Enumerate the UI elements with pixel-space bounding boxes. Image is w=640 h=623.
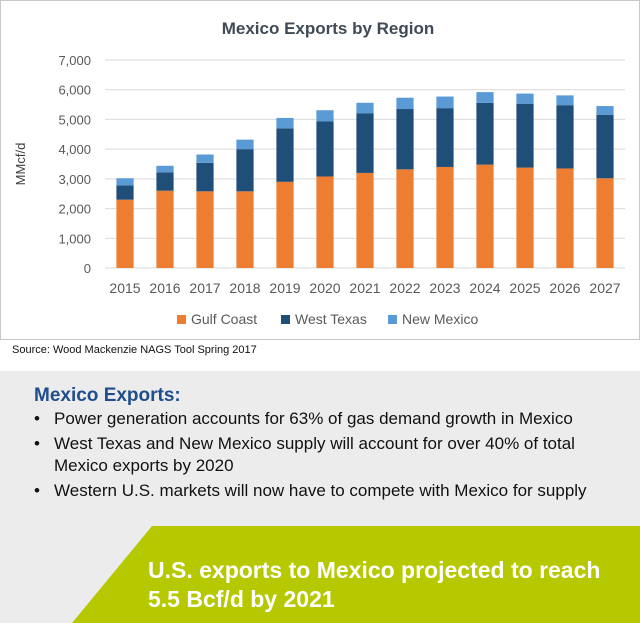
y-tick-label: 1,000 bbox=[58, 231, 91, 246]
bar-segment bbox=[436, 166, 454, 268]
y-tick-label: 0 bbox=[84, 261, 91, 276]
bar-segment bbox=[516, 93, 534, 104]
x-tick-label: 2025 bbox=[509, 280, 540, 296]
bullet-icon: • bbox=[34, 434, 40, 453]
info-title: Mexico Exports: bbox=[34, 385, 181, 406]
bar-segment bbox=[276, 128, 294, 182]
x-tick-label: 2018 bbox=[229, 280, 260, 296]
bar-segment bbox=[476, 92, 494, 103]
x-tick-label: 2020 bbox=[309, 280, 340, 296]
chart-panel: Mexico Exports by Region 0 1,000 2,000 3,000… bbox=[0, 0, 640, 340]
bar-segment bbox=[276, 117, 294, 129]
bar-segment bbox=[436, 96, 454, 109]
bar-segment bbox=[156, 190, 174, 268]
bar-segment bbox=[396, 169, 414, 268]
bullet-item: • West Texas and New Mexico supply will a… bbox=[0, 433, 640, 477]
bar-segment bbox=[516, 103, 534, 168]
bullet-text: Western U.S. markets will now have to co… bbox=[54, 481, 587, 500]
bar-segment bbox=[196, 154, 214, 163]
bar-segment bbox=[436, 108, 454, 167]
x-tick-label: 2021 bbox=[349, 280, 380, 296]
bar-segment bbox=[156, 172, 174, 191]
stacked-bar-chart: Mexico Exports by Region 0 1,000 2,000 3,000… bbox=[13, 19, 625, 327]
bar-segment bbox=[556, 95, 574, 106]
bar-segment bbox=[356, 102, 374, 114]
legend-label: New Mexico bbox=[402, 311, 478, 327]
bar-segment bbox=[596, 178, 614, 268]
legend-swatch bbox=[281, 315, 290, 324]
bar-segment bbox=[316, 176, 334, 268]
bar-segment bbox=[596, 114, 614, 179]
bar-segment bbox=[396, 97, 414, 110]
bullet-text: Power generation accounts for 63% of gas… bbox=[54, 409, 573, 428]
bar-segment bbox=[476, 164, 494, 268]
bar-segment bbox=[116, 178, 134, 186]
x-tick-label: 2026 bbox=[549, 280, 580, 296]
bar-segment bbox=[596, 106, 614, 115]
y-tick-label: 7,000 bbox=[58, 53, 91, 68]
y-tick-label: 2,000 bbox=[58, 202, 91, 217]
bar-segment bbox=[236, 191, 254, 268]
x-tick-label: 2022 bbox=[389, 280, 420, 296]
bar-segment bbox=[196, 191, 214, 268]
x-tick-label: 2019 bbox=[269, 280, 300, 296]
bar-segment bbox=[356, 172, 374, 268]
chart-source: Source: Wood Mackenzie NAGS Tool Spring … bbox=[12, 344, 257, 356]
bar-segment bbox=[236, 139, 254, 150]
y-tick-label: 4,000 bbox=[58, 142, 91, 157]
bar-segment bbox=[476, 102, 494, 165]
x-tick-label: 2015 bbox=[109, 280, 140, 296]
bullet-item: • Power generation accounts for 63% of ga… bbox=[0, 408, 640, 430]
bullet-list: • Power generation accounts for 63% of ga… bbox=[0, 408, 640, 505]
bar-segment bbox=[396, 109, 414, 170]
y-tick-label: 5,000 bbox=[58, 112, 91, 127]
x-tick-label: 2017 bbox=[189, 280, 220, 296]
bar-segment bbox=[356, 113, 374, 173]
x-tick-label: 2027 bbox=[589, 280, 620, 296]
banner-text: U.S. exports to Mexico projected to reac… bbox=[148, 557, 601, 612]
bullet-icon: • bbox=[34, 481, 40, 500]
bullet-icon: • bbox=[34, 409, 40, 428]
bar-segment bbox=[236, 149, 254, 192]
banner-shape bbox=[72, 526, 640, 623]
bar-segment bbox=[196, 162, 214, 192]
bullet-item: • Western U.S. markets will now have to c… bbox=[0, 480, 640, 502]
bar-segment bbox=[556, 168, 574, 268]
y-tick-label: 6,000 bbox=[58, 83, 91, 98]
legend-swatch bbox=[177, 315, 186, 324]
x-tick-label: 2024 bbox=[469, 280, 500, 296]
legend-label: Gulf Coast bbox=[191, 311, 257, 327]
bar-segment bbox=[276, 181, 294, 268]
y-tick-label: 3,000 bbox=[58, 172, 91, 187]
bar-segment bbox=[156, 165, 174, 173]
x-tick-label: 2016 bbox=[149, 280, 180, 296]
bar-segment bbox=[316, 121, 334, 177]
bar-segment bbox=[116, 185, 134, 200]
bar-segment bbox=[316, 110, 334, 122]
banner-background bbox=[72, 526, 640, 623]
y-axis-label: MMcf/d bbox=[13, 143, 28, 186]
legend-swatch bbox=[388, 315, 397, 324]
bullet-text: West Texas and New Mexico supply will ac… bbox=[54, 434, 575, 475]
bar-segment bbox=[516, 167, 534, 268]
bar-segment bbox=[116, 199, 134, 268]
bar-segment bbox=[556, 105, 574, 169]
chart-title: Mexico Exports by Region bbox=[222, 19, 435, 38]
legend-label: West Texas bbox=[295, 311, 367, 327]
x-tick-label: 2023 bbox=[429, 280, 460, 296]
